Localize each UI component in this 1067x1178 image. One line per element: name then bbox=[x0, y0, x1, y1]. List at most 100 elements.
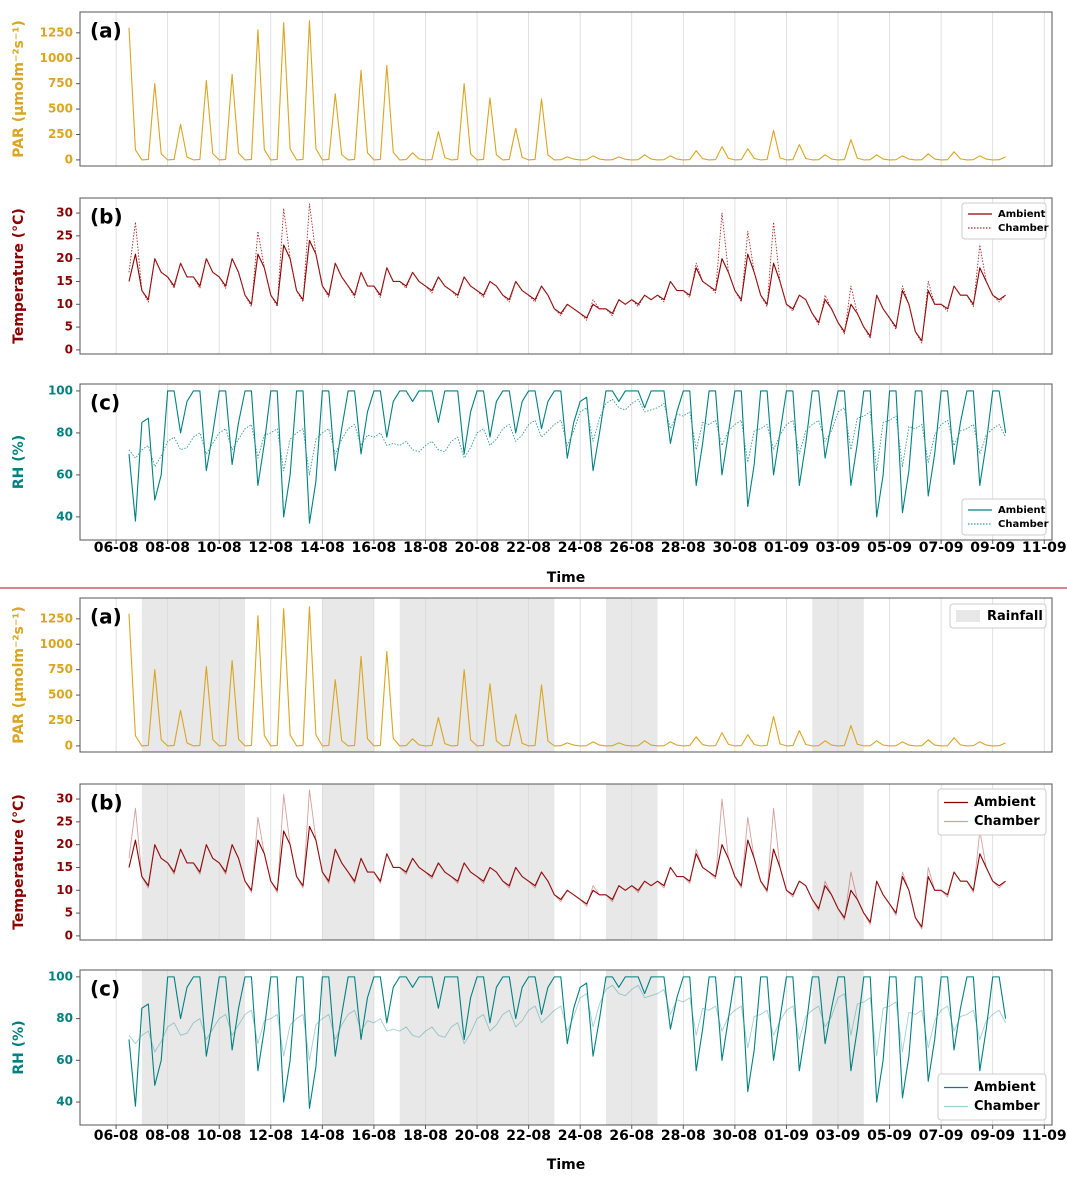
y-tick-label: 0 bbox=[65, 928, 73, 942]
x-tick-label: 08-08 bbox=[145, 1128, 190, 1144]
y-tick-label: 30 bbox=[56, 792, 73, 806]
panel: 40 60 80 100 RH (%) (c) Ambient Chamber 06-08 08-… bbox=[11, 383, 1067, 586]
y-axis-label: RH (%) bbox=[11, 435, 27, 489]
panel-label: (b) bbox=[90, 205, 123, 229]
y-tick-label: 80 bbox=[56, 1011, 73, 1025]
x-tick-label: 03-09 bbox=[816, 1128, 861, 1144]
y-tick-label: 10 bbox=[56, 883, 73, 897]
x-tick-label: 05-09 bbox=[867, 1128, 912, 1144]
x-tick-label: 22-08 bbox=[506, 540, 551, 556]
rainfall-span bbox=[141, 598, 246, 752]
panel-label: (c) bbox=[90, 391, 120, 415]
y-tick-label: 0 bbox=[65, 342, 73, 356]
y-tick-label: 100 bbox=[48, 383, 73, 397]
panel: 40 60 80 100 RH (%) (c) Ambient Chamber 06-08 08-… bbox=[11, 969, 1067, 1173]
x-tick-label: 01-09 bbox=[764, 1128, 809, 1144]
x-tick-label: 30-08 bbox=[712, 1128, 757, 1144]
panel-label: (b) bbox=[90, 791, 123, 815]
y-axis-label: PAR (μmolm⁻²s⁻¹) bbox=[11, 606, 27, 744]
y-tick-label: 20 bbox=[56, 837, 73, 851]
y-tick-label: 250 bbox=[48, 713, 73, 727]
panel-label: (a) bbox=[90, 605, 122, 629]
x-tick-label: 28-08 bbox=[661, 540, 706, 556]
y-axis-label: RH (%) bbox=[11, 1020, 27, 1074]
data-line bbox=[128, 239, 1006, 342]
panel-label: (c) bbox=[90, 977, 120, 1001]
x-tick-label: 26-08 bbox=[609, 540, 654, 556]
data-line bbox=[128, 398, 1006, 476]
legend-box bbox=[937, 1073, 1047, 1121]
x-tick-label: 07-09 bbox=[919, 540, 964, 556]
y-tick-label: 750 bbox=[48, 76, 73, 90]
legend-box bbox=[937, 788, 1047, 836]
x-tick-label: 30-08 bbox=[712, 540, 757, 556]
y-axis-label: Temperature (°C) bbox=[11, 208, 27, 344]
y-tick-label: 20 bbox=[56, 251, 73, 265]
panel-label: (a) bbox=[90, 19, 122, 43]
data-line bbox=[128, 203, 1006, 344]
data-line bbox=[128, 976, 1007, 1109]
x-tick-label: 07-09 bbox=[919, 1128, 964, 1144]
plot-frame bbox=[79, 383, 1053, 541]
y-tick-label: 1250 bbox=[40, 25, 73, 39]
y-tick-label: 1000 bbox=[40, 51, 73, 65]
y-tick-label: 1000 bbox=[40, 637, 73, 651]
x-tick-label: 10-08 bbox=[197, 540, 242, 556]
y-tick-label: 100 bbox=[48, 969, 73, 983]
x-axis-label: Time bbox=[547, 1157, 585, 1173]
x-tick-label: 12-08 bbox=[248, 1128, 293, 1144]
legend-label: Rainfall bbox=[987, 609, 1043, 624]
x-tick-label: 16-08 bbox=[352, 540, 397, 556]
x-tick-label: 26-08 bbox=[609, 1128, 654, 1144]
y-tick-label: 0 bbox=[65, 152, 73, 166]
x-tick-label: 24-08 bbox=[558, 1128, 603, 1144]
rainfall-span bbox=[141, 784, 246, 940]
y-tick-label: 500 bbox=[48, 688, 73, 702]
x-tick-label: 08-08 bbox=[145, 540, 190, 556]
legend-box bbox=[961, 202, 1047, 240]
data-line bbox=[128, 984, 1006, 1061]
panel: 0 5 10 15 20 25 30 Temperature (°C) (b) Ambient Ch… bbox=[11, 783, 1053, 942]
y-tick-label: 40 bbox=[56, 509, 73, 523]
plot-frame bbox=[79, 969, 1053, 1126]
y-tick-label: 1250 bbox=[40, 611, 73, 625]
legend-label: Chamber bbox=[998, 519, 1049, 530]
y-tick-label: 10 bbox=[56, 297, 73, 311]
data-line bbox=[128, 20, 1006, 161]
x-tick-label: 14-08 bbox=[300, 540, 345, 556]
y-tick-label: 750 bbox=[48, 662, 73, 676]
x-tick-label: 09-09 bbox=[970, 540, 1015, 556]
legend-label: Ambient bbox=[974, 795, 1036, 810]
plot-frame bbox=[79, 597, 1053, 753]
legend-label: Chamber bbox=[974, 1099, 1040, 1114]
y-axis-label: Temperature (°C) bbox=[11, 794, 27, 930]
rainfall-span bbox=[322, 784, 374, 940]
y-tick-label: 30 bbox=[56, 206, 73, 220]
x-tick-label: 20-08 bbox=[455, 540, 500, 556]
y-tick-label: 500 bbox=[48, 102, 73, 116]
x-tick-label: 14-08 bbox=[300, 1128, 345, 1144]
legend-label: Ambient bbox=[998, 505, 1046, 516]
x-tick-label: 12-08 bbox=[248, 540, 293, 556]
y-tick-label: 25 bbox=[56, 814, 73, 828]
y-tick-label: 40 bbox=[56, 1095, 73, 1109]
legend-box bbox=[961, 498, 1047, 536]
plot-frame bbox=[79, 197, 1053, 355]
y-tick-label: 15 bbox=[56, 860, 73, 874]
y-tick-label: 60 bbox=[56, 1053, 73, 1067]
legend-swatch bbox=[956, 610, 980, 622]
legend-label: Chamber bbox=[998, 223, 1049, 234]
x-tick-label: 01-09 bbox=[764, 540, 809, 556]
x-tick-label: 11-09 bbox=[1022, 540, 1067, 556]
x-axis-label: Time bbox=[547, 570, 585, 586]
data-line bbox=[128, 606, 1006, 747]
y-axis-label: PAR (μmolm⁻²s⁻¹) bbox=[11, 20, 27, 158]
legend-label: Ambient bbox=[998, 209, 1046, 220]
legend-label: Ambient bbox=[974, 1080, 1036, 1095]
x-tick-label: 09-09 bbox=[970, 1128, 1015, 1144]
x-tick-label: 03-09 bbox=[816, 540, 861, 556]
y-tick-label: 0 bbox=[65, 738, 73, 752]
x-tick-label: 11-09 bbox=[1022, 1128, 1067, 1144]
